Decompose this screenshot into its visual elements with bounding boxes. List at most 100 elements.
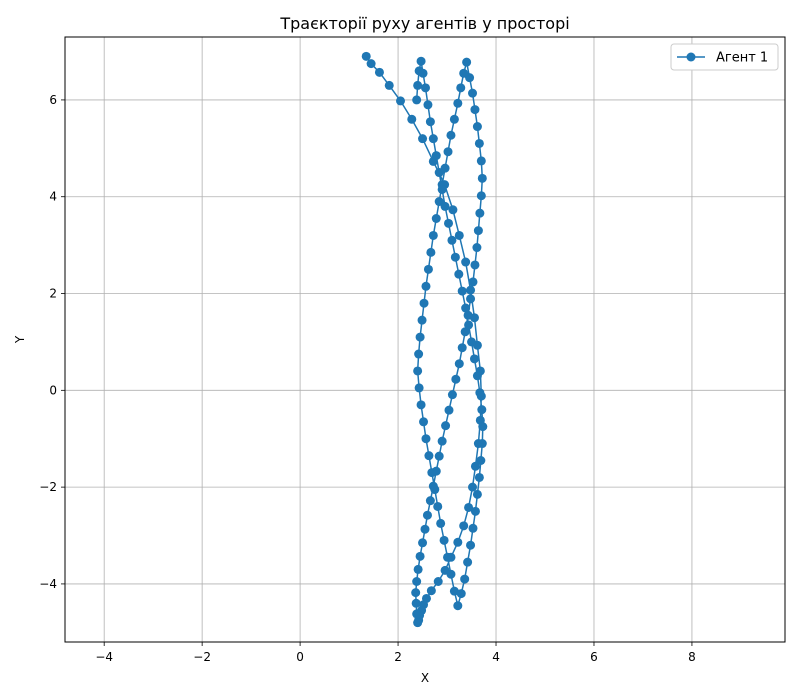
data-point xyxy=(459,68,469,78)
data-point xyxy=(423,264,433,274)
data-point xyxy=(477,173,487,183)
data-point xyxy=(453,601,463,611)
data-point xyxy=(413,80,423,90)
data-point xyxy=(437,184,447,194)
data-point xyxy=(466,540,476,550)
data-point xyxy=(447,235,457,245)
data-point xyxy=(412,609,422,619)
data-point xyxy=(468,277,478,287)
legend-label: Агент 1 xyxy=(716,51,768,66)
data-point xyxy=(417,315,427,325)
data-point xyxy=(470,260,480,270)
data-point xyxy=(477,405,487,415)
data-point xyxy=(453,98,463,108)
data-point xyxy=(416,400,426,410)
data-point xyxy=(361,51,371,61)
data-point xyxy=(469,354,479,364)
data-point xyxy=(418,538,428,548)
data-point xyxy=(461,257,471,267)
data-point xyxy=(466,285,476,295)
ticks: −4 −2 0 2 4 6 8 −4 −2 0 2 4 6 xyxy=(39,93,695,664)
chart-title: Траєкторії руху агентів у просторі xyxy=(279,14,569,33)
data-point xyxy=(448,205,458,215)
data-point xyxy=(464,320,474,330)
y-tick-label: −4 xyxy=(39,577,57,591)
data-point xyxy=(463,557,473,567)
data-point xyxy=(431,214,441,223)
data-point xyxy=(413,366,423,376)
data-point xyxy=(464,502,474,512)
data-point xyxy=(454,359,464,369)
data-point xyxy=(449,586,459,596)
data-point xyxy=(447,390,457,400)
data-point xyxy=(476,456,486,465)
y-tick-label: 4 xyxy=(49,190,57,204)
data-point xyxy=(411,598,421,608)
data-point xyxy=(437,436,447,446)
data-point xyxy=(426,247,436,257)
data-point xyxy=(418,134,428,144)
data-point xyxy=(440,201,450,211)
data-point xyxy=(470,506,480,516)
data-point xyxy=(414,66,424,76)
data-point xyxy=(412,95,422,105)
data-point xyxy=(419,298,429,308)
data-point xyxy=(472,122,482,132)
x-tick-label: 2 xyxy=(394,650,402,664)
data-point xyxy=(459,521,469,531)
data-point xyxy=(413,618,423,628)
data-point xyxy=(474,138,484,148)
x-tick-label: 8 xyxy=(688,650,696,664)
data-point xyxy=(425,117,435,127)
data-point xyxy=(478,422,488,432)
data-point xyxy=(407,114,417,124)
data-point xyxy=(467,337,477,347)
data-point xyxy=(430,485,440,495)
data-point xyxy=(415,551,425,561)
data-point xyxy=(446,130,456,140)
data-point xyxy=(419,417,429,427)
data-point xyxy=(426,586,436,596)
data-point xyxy=(456,83,466,93)
data-point xyxy=(453,537,463,547)
legend: Агент 1 xyxy=(670,43,779,71)
data-point xyxy=(422,510,432,520)
data-point xyxy=(433,501,443,511)
data-point xyxy=(470,105,480,115)
data-point xyxy=(454,269,464,279)
data-point xyxy=(470,461,480,471)
data-point xyxy=(434,451,444,461)
data-point xyxy=(414,383,424,393)
data-point xyxy=(416,56,426,66)
data-point xyxy=(466,294,476,304)
data-point xyxy=(415,332,425,342)
data-point xyxy=(461,303,471,313)
data-point xyxy=(428,134,438,144)
data-point xyxy=(396,96,406,106)
data-point xyxy=(424,451,434,461)
data-point xyxy=(472,371,482,381)
data-point xyxy=(436,518,446,528)
x-tick-label: −4 xyxy=(95,650,113,664)
data-point xyxy=(456,589,466,599)
data-point xyxy=(421,434,431,444)
data-point xyxy=(443,147,453,157)
legend-marker xyxy=(686,52,696,62)
y-tick-label: 6 xyxy=(49,93,57,107)
data-point xyxy=(477,439,487,449)
data-point xyxy=(441,421,451,431)
data-point xyxy=(420,524,430,534)
x-axis-label: X xyxy=(421,671,429,685)
data-point xyxy=(463,310,473,320)
data-point xyxy=(414,349,424,359)
x-tick-label: 6 xyxy=(590,650,598,664)
data-point xyxy=(476,191,486,201)
data-point xyxy=(427,468,437,478)
data-point xyxy=(443,552,453,562)
y-tick-label: 2 xyxy=(49,287,57,301)
data-point xyxy=(473,226,483,236)
data-point xyxy=(423,100,433,110)
data-point xyxy=(474,472,484,482)
data-point xyxy=(472,489,482,499)
